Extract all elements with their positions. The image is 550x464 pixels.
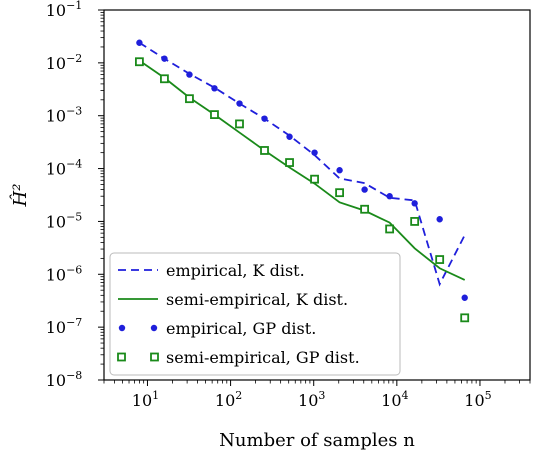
y-tick-label: 10−7 bbox=[46, 316, 83, 337]
series-line-empirical-k-dist bbox=[138, 42, 466, 287]
data-point-semi-empirical-gp-dist bbox=[335, 188, 344, 198]
data-point-empirical-gp-dist bbox=[336, 167, 343, 174]
legend-swatch-semi-empirical-gp-dist bbox=[117, 352, 126, 362]
y-tick-label: 10−3 bbox=[46, 105, 83, 126]
data-point-semi-empirical-gp-dist bbox=[310, 174, 319, 184]
x-tick-label: 102 bbox=[215, 389, 242, 410]
data-point-semi-empirical-gp-dist bbox=[385, 224, 395, 234]
x-tick-label: 105 bbox=[464, 389, 491, 410]
x-tick-label: 101 bbox=[132, 389, 159, 410]
x-tick-label: 103 bbox=[298, 389, 325, 410]
series-layer bbox=[135, 39, 470, 323]
data-point-empirical-gp-dist bbox=[311, 149, 318, 156]
data-point-semi-empirical-gp-dist bbox=[135, 57, 144, 67]
data-point-semi-empirical-gp-dist bbox=[235, 119, 244, 129]
y-tick-label: 10−5 bbox=[46, 210, 83, 231]
legend-label-empirical-gp-dist: empirical, GP dist. bbox=[166, 319, 316, 338]
data-point-semi-empirical-gp-dist bbox=[210, 110, 219, 119]
series-line-semi-empirical-k-dist bbox=[138, 59, 466, 281]
data-point-empirical-gp-dist bbox=[211, 85, 218, 92]
legend-swatch-semi-empirical-gp-dist bbox=[150, 352, 159, 362]
legend-swatch-empirical-gp-dist bbox=[150, 324, 158, 332]
data-point-empirical-gp-dist bbox=[186, 71, 193, 78]
y-tick-label: 10−6 bbox=[46, 263, 83, 284]
data-point-empirical-gp-dist bbox=[236, 100, 243, 107]
data-point-semi-empirical-gp-dist bbox=[435, 255, 445, 264]
data-point-semi-empirical-gp-dist bbox=[460, 313, 470, 323]
data-point-empirical-gp-dist bbox=[461, 294, 468, 301]
data-point-semi-empirical-gp-dist bbox=[185, 94, 194, 104]
data-point-empirical-gp-dist bbox=[286, 133, 293, 140]
data-point-empirical-gp-dist bbox=[136, 39, 143, 46]
legend-swatch-empirical-gp-dist bbox=[118, 324, 126, 332]
data-point-semi-empirical-gp-dist bbox=[260, 146, 269, 155]
plot-frame bbox=[103, 9, 531, 381]
x-tick-label: 104 bbox=[381, 389, 408, 410]
data-point-empirical-gp-dist bbox=[161, 55, 168, 62]
y-axis-label: Ĥ² bbox=[8, 184, 31, 208]
y-tick-label: 10−1 bbox=[46, 0, 83, 20]
data-point-empirical-gp-dist bbox=[411, 200, 418, 207]
y-tick-label: 10−4 bbox=[46, 158, 83, 179]
legend: empirical, K dist. semi-empirical, K dist… bbox=[109, 252, 401, 376]
legend-label-semi-empirical-gp-dist: semi-empirical, GP dist. bbox=[166, 348, 360, 367]
data-point-empirical-gp-dist bbox=[361, 186, 368, 193]
legend-label-semi-empirical-k-dist: semi-empirical, K dist. bbox=[166, 290, 348, 309]
data-point-empirical-gp-dist bbox=[436, 216, 443, 223]
y-tick-label: 10−2 bbox=[46, 52, 83, 73]
data-point-semi-empirical-gp-dist bbox=[410, 217, 420, 226]
axes-layer: 101 102 103 104 105 10−1 10−2 10−3 10−4 10−5 10−6 1… bbox=[46, 0, 531, 410]
data-point-semi-empirical-gp-dist bbox=[285, 158, 294, 167]
legend-label-empirical-k-dist: empirical, K dist. bbox=[166, 261, 305, 280]
y-tick-label: 10−8 bbox=[46, 369, 83, 390]
data-point-empirical-gp-dist bbox=[386, 193, 393, 200]
data-point-semi-empirical-gp-dist bbox=[360, 204, 370, 214]
x-axis-label: Number of samples n bbox=[219, 430, 415, 451]
data-point-empirical-gp-dist bbox=[261, 115, 268, 122]
data-point-semi-empirical-gp-dist bbox=[160, 74, 169, 84]
legend-frame bbox=[109, 252, 401, 376]
